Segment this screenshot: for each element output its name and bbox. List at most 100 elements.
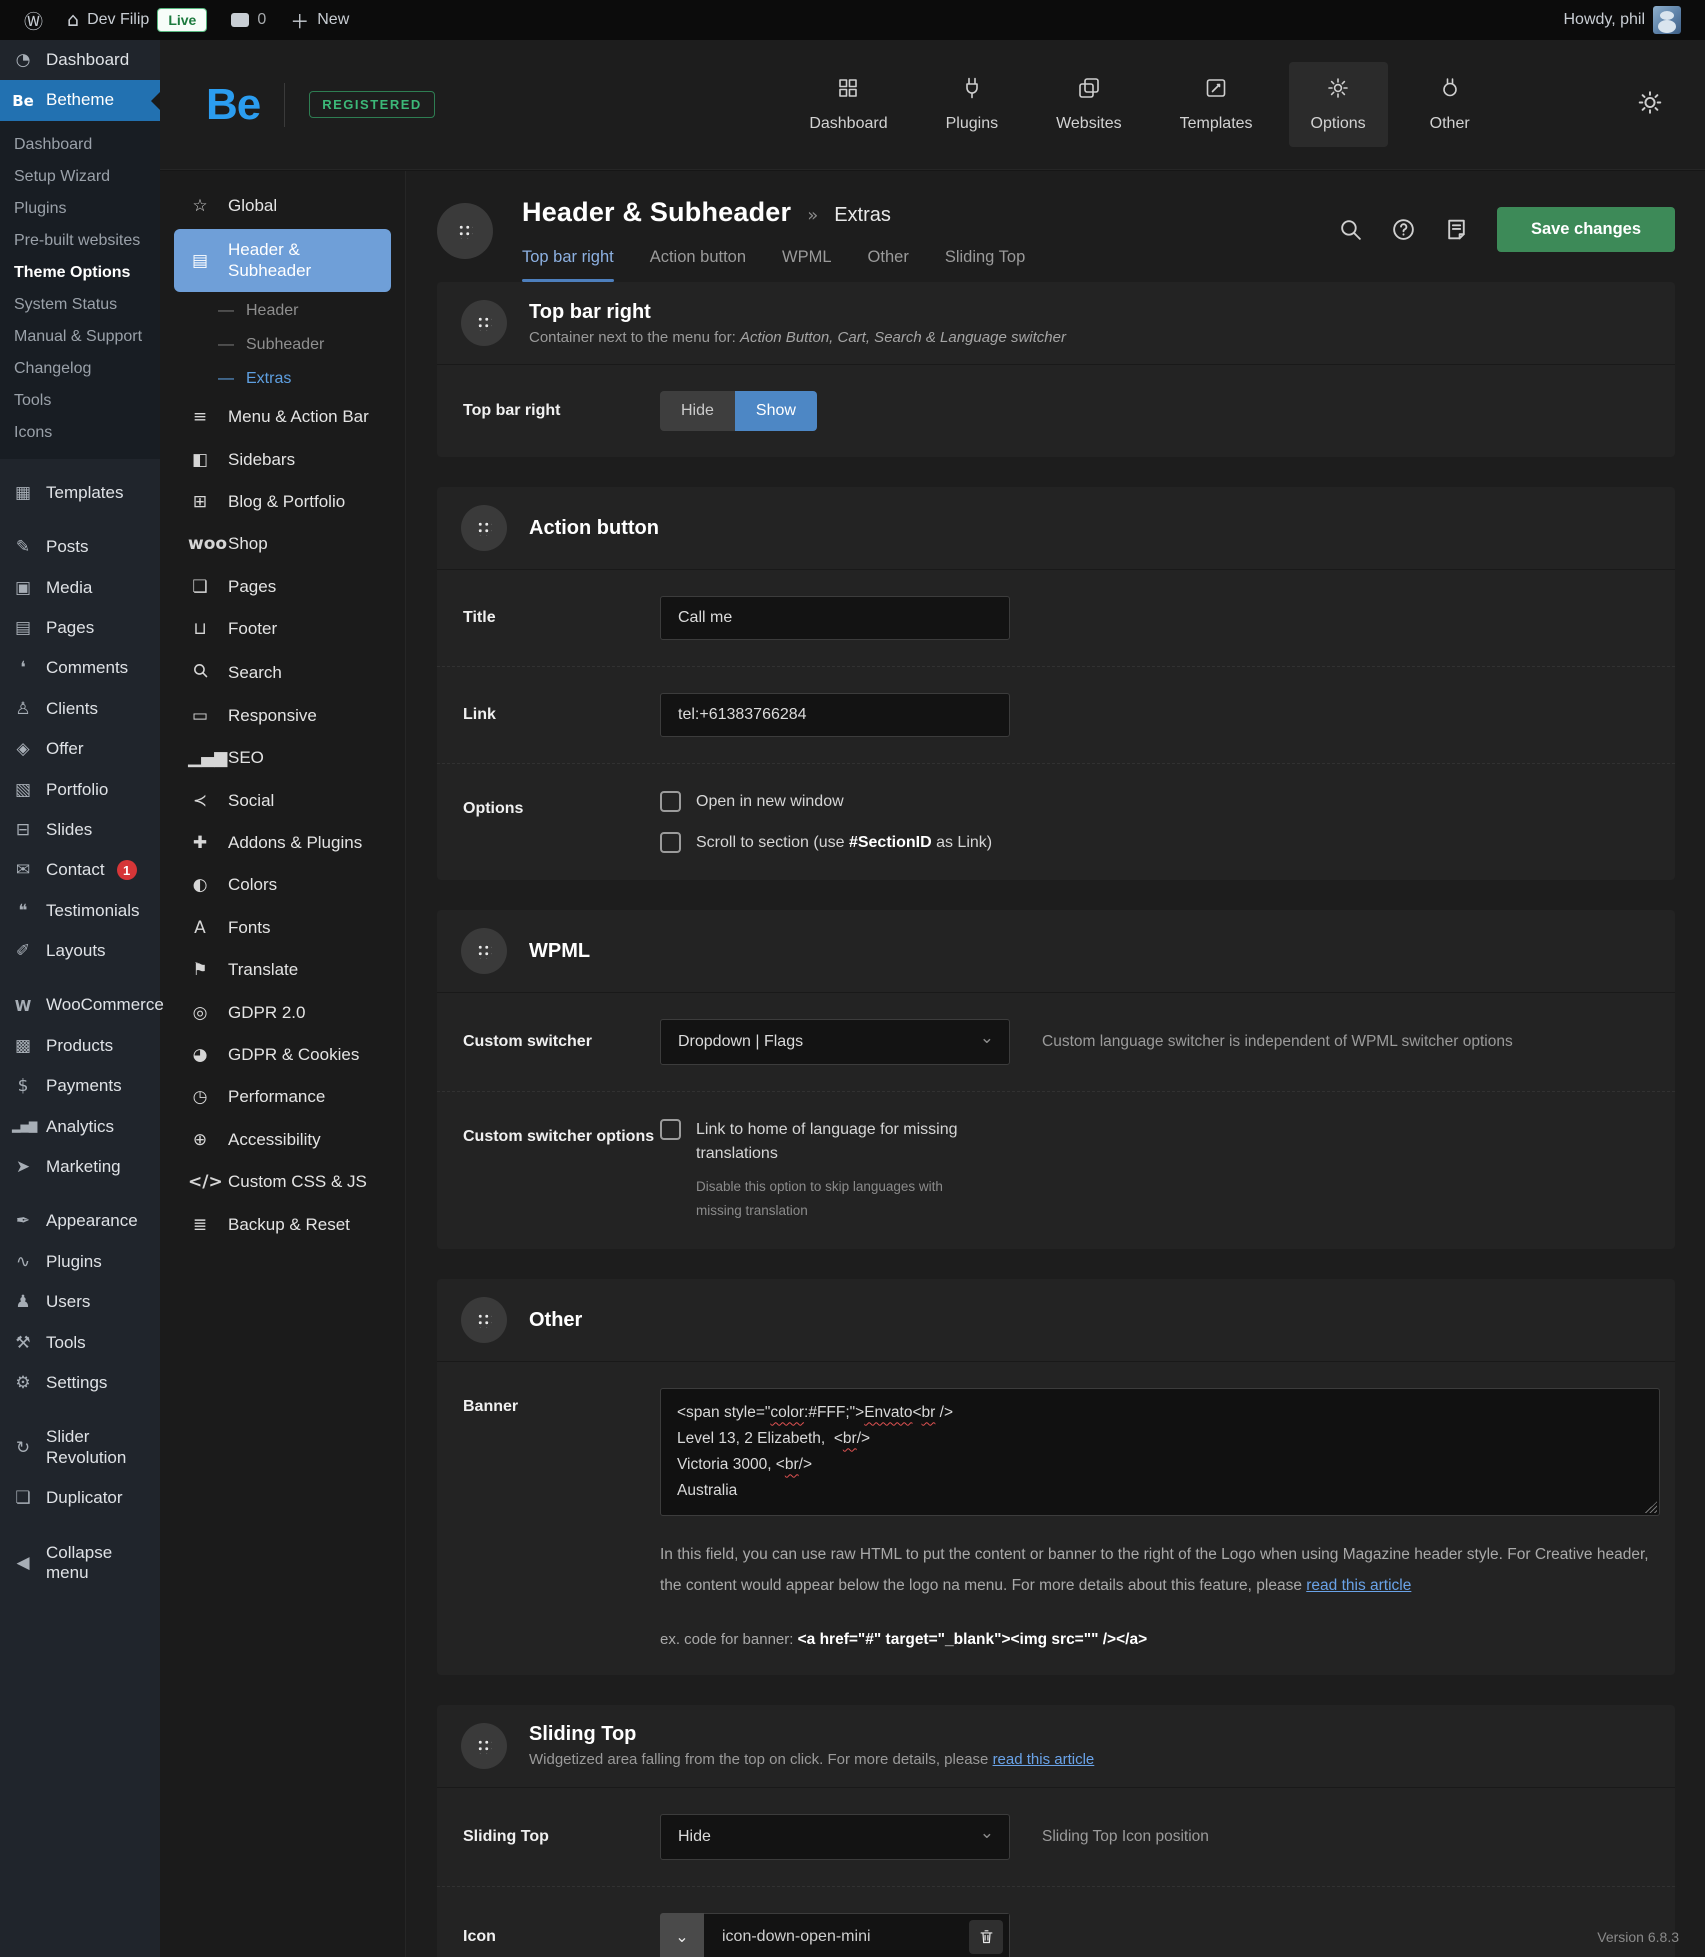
options-sidebar-item-fonts[interactable]: A Fonts xyxy=(160,907,405,949)
wp-sidebar-item-templates[interactable]: ▦ Templates xyxy=(0,473,160,513)
save-changes-button[interactable]: Save changes xyxy=(1496,207,1675,252)
wp-submenu-item-theme-options[interactable]: Theme Options xyxy=(14,263,131,281)
wp-sidebar-item-woocommerce[interactable]: W WooCommerce xyxy=(0,985,164,1025)
wp-sidebar-item-slides[interactable]: ⊟ Slides xyxy=(0,810,160,850)
sliding-top-select[interactable]: Hide xyxy=(660,1813,1010,1860)
wp-sidebar-item-testimonials[interactable]: ❝ Testimonials xyxy=(0,891,160,931)
options-sidebar-item-shop[interactable]: woo Shop xyxy=(160,523,405,565)
wp-sidebar-item-settings[interactable]: ⚙ Settings xyxy=(0,1363,160,1403)
search-button[interactable] xyxy=(1338,217,1363,242)
wp-submenu-item-manual-support[interactable]: Manual & Support xyxy=(14,327,143,345)
read-article-link[interactable]: read this article xyxy=(1306,1576,1412,1594)
page-drag-handle[interactable] xyxy=(437,203,493,259)
top-nav-dashboard[interactable]: Dashboard xyxy=(787,62,909,147)
wp-sidebar-item-offer[interactable]: ◈ Offer xyxy=(0,729,160,769)
tab-top-bar-right[interactable]: Top bar right xyxy=(522,248,614,282)
new-content-menu[interactable]: ＋ New xyxy=(282,0,357,40)
section-drag-handle[interactable] xyxy=(461,928,507,975)
wp-sidebar-item-contact[interactable]: ✉ Contact 1 xyxy=(0,850,160,890)
comments-menu[interactable]: 0 xyxy=(223,0,274,40)
wp-sidebar-item-marketing[interactable]: ➤ Marketing xyxy=(0,1147,160,1187)
tab-other[interactable]: Other xyxy=(867,248,909,266)
tab-sliding-top[interactable]: Sliding Top xyxy=(944,248,1026,266)
options-sidebar-item-gdpr-cookies[interactable]: ◕ GDPR & Cookies xyxy=(160,1034,405,1076)
wp-submenu-item-system-status[interactable]: System Status xyxy=(14,295,118,313)
options-sidebar-item-menu-action-bar[interactable]: ≡ Menu & Action Bar xyxy=(160,396,405,438)
options-sidebar-item-seo[interactable]: ▁▄▆ SEO xyxy=(160,737,405,779)
options-sidebar-item-subheader[interactable]: — Subheader xyxy=(160,328,405,362)
wp-sidebar-item-betheme[interactable]: Be Betheme xyxy=(0,80,160,121)
custom-switcher-select[interactable]: Dropdown | Flags xyxy=(660,1019,1010,1066)
wp-sidebar-item-dashboard[interactable]: ◔ Dashboard xyxy=(0,40,160,80)
read-article-link[interactable]: read this article xyxy=(992,1751,1095,1769)
section-drag-handle[interactable] xyxy=(461,1297,507,1344)
options-sidebar-item-accessibility[interactable]: ⊕ Accessibility xyxy=(160,1119,405,1161)
wp-sidebar-item-slider-revolution[interactable]: ↻ Slider Revolution xyxy=(0,1417,160,1478)
open-new-window-option[interactable]: Open in new window xyxy=(660,790,992,813)
top-nav-plugins[interactable]: Plugins xyxy=(924,62,1020,147)
wp-submenu-item-pre-built-websites[interactable]: Pre-built websites xyxy=(14,231,141,249)
options-sidebar-item-performance[interactable]: ◷ Performance xyxy=(160,1076,405,1118)
wp-sidebar-item-pages[interactable]: ▤ Pages xyxy=(0,608,160,648)
wp-submenu-item-dashboard[interactable]: Dashboard xyxy=(14,135,93,153)
wp-submenu-item-plugins[interactable]: Plugins xyxy=(14,199,67,217)
wp-submenu-item-setup-wizard[interactable]: Setup Wizard xyxy=(14,167,111,185)
wp-sidebar-item-duplicator[interactable]: ❏ Duplicator xyxy=(0,1478,160,1518)
checkbox[interactable] xyxy=(660,1119,681,1141)
options-sidebar-item-addons-plugins[interactable]: ✚ Addons & Plugins xyxy=(160,822,405,864)
show-option[interactable]: Show xyxy=(734,391,817,431)
wp-sidebar-item-clients[interactable]: ♙ Clients xyxy=(0,689,160,729)
top-nav-other[interactable]: Other xyxy=(1402,62,1498,147)
top-nav-options[interactable]: Options xyxy=(1288,62,1388,147)
tab-action-button[interactable]: Action button xyxy=(649,248,747,266)
options-sidebar-item-blog-portfolio[interactable]: ⊞ Blog & Portfolio xyxy=(160,481,405,523)
wordpress-logo-icon[interactable]: Ⓦ xyxy=(24,10,44,33)
options-sidebar-item-social[interactable]: ≺ Social xyxy=(160,780,405,822)
wp-sidebar-item-products[interactable]: ▩ Products xyxy=(0,1026,160,1066)
help-button[interactable] xyxy=(1391,217,1416,242)
options-sidebar-item-sidebars[interactable]: ◧ Sidebars xyxy=(160,439,405,481)
tab-wpml[interactable]: WPML xyxy=(782,248,832,266)
top-nav-templates[interactable]: Templates xyxy=(1158,62,1275,147)
wp-submenu-item-changelog[interactable]: Changelog xyxy=(14,359,92,377)
options-sidebar-item-colors[interactable]: ◐ Colors xyxy=(160,864,405,906)
section-drag-handle[interactable] xyxy=(461,505,507,551)
resize-grip[interactable] xyxy=(1645,1501,1657,1514)
options-sidebar-item-extras[interactable]: — Extras xyxy=(160,362,405,396)
hide-option[interactable]: Hide xyxy=(660,391,735,431)
options-sidebar-item-backup-reset[interactable]: ≣ Backup & Reset xyxy=(160,1204,405,1246)
changelog-button[interactable] xyxy=(1444,217,1469,242)
banner-textarea[interactable]: <span style="color:#FFF;">Envato<br /> Le… xyxy=(660,1388,1660,1517)
wp-submenu-item-tools[interactable]: Tools xyxy=(14,391,52,409)
site-name-menu[interactable]: ⌂ Dev Filip Live xyxy=(59,0,215,40)
wp-sidebar-item-payments[interactable]: $ Payments xyxy=(0,1066,160,1106)
options-sidebar-item-pages[interactable]: ❏ Pages xyxy=(160,566,405,608)
wp-sidebar-item-posts[interactable]: ✎ Posts xyxy=(0,527,160,567)
action-title-input[interactable] xyxy=(660,596,1010,640)
wp-sidebar-item-appearance[interactable]: ✒ Appearance xyxy=(0,1201,160,1241)
options-sidebar-item-global[interactable]: ☆ Global xyxy=(160,185,405,227)
brightness-toggle[interactable] xyxy=(1637,89,1663,120)
options-sidebar-item-custom-css-js[interactable]: </> Custom CSS & JS xyxy=(160,1161,405,1203)
options-sidebar-item-translate[interactable]: ⚑ Translate xyxy=(160,949,405,991)
options-sidebar-item-footer[interactable]: ⊔ Footer xyxy=(160,608,405,650)
checkbox[interactable] xyxy=(660,832,681,854)
options-sidebar-item-search[interactable]: Search xyxy=(160,651,405,695)
options-sidebar-item-gdpr-2[interactable]: ◎ GDPR 2.0 xyxy=(160,992,405,1034)
section-drag-handle[interactable] xyxy=(461,300,507,346)
wp-sidebar-item-analytics[interactable]: ▂▅▇ Analytics xyxy=(0,1107,160,1147)
top-nav-websites[interactable]: Websites xyxy=(1034,62,1144,147)
wp-sidebar-item-tools[interactable]: ⚒ Tools xyxy=(0,1323,160,1363)
wp-sidebar-item-comments[interactable]: ❛ Comments xyxy=(0,648,160,688)
action-link-input[interactable] xyxy=(660,693,1010,737)
checkbox[interactable] xyxy=(660,791,681,812)
wp-sidebar-item-plugins[interactable]: ∿ Plugins xyxy=(0,1242,160,1282)
options-sidebar-item-header[interactable]: — Header xyxy=(160,294,405,328)
section-drag-handle[interactable] xyxy=(461,1722,507,1769)
icon-dropdown-button[interactable]: ⌄ xyxy=(660,1912,704,1957)
howdy-menu[interactable]: Howdy, phil xyxy=(1555,0,1689,40)
wp-sidebar-item-layouts[interactable]: ✐ Layouts xyxy=(0,931,160,971)
wp-sidebar-item-media[interactable]: ▣ Media xyxy=(0,568,160,608)
wp-sidebar-item-users[interactable]: ♟ Users xyxy=(0,1282,160,1322)
options-sidebar-item-header-subheader[interactable]: ▤ Header & Subheader xyxy=(174,229,391,293)
